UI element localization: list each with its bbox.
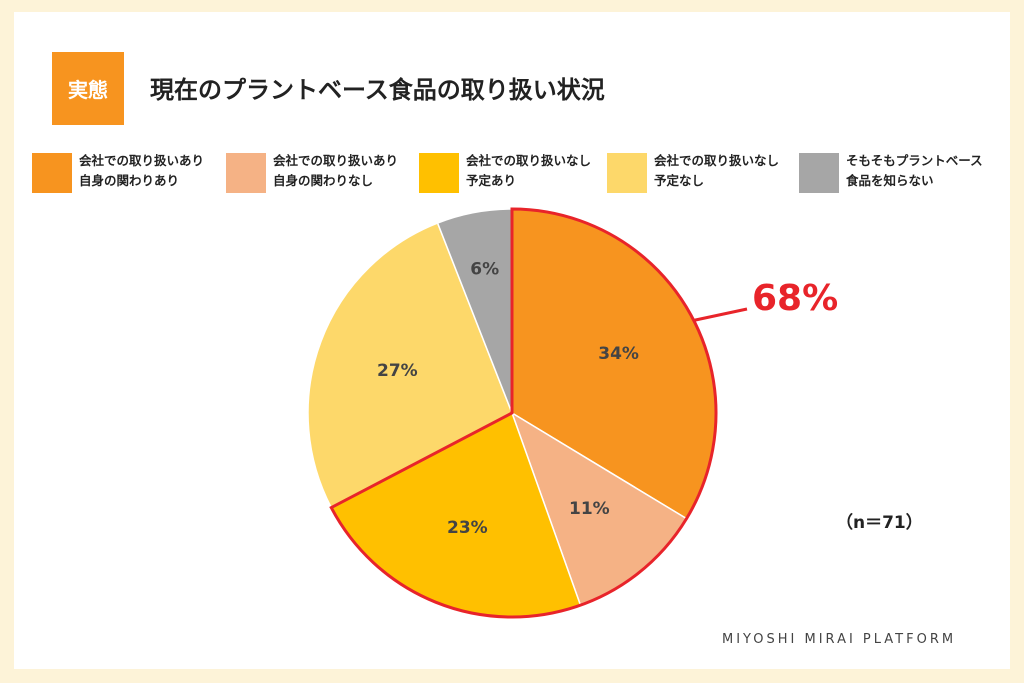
chart-card: 実態 現在のプラントベース食品の取り扱い状況 会社での取り扱いあり 自身の関わり…: [14, 12, 1010, 669]
footer-brand: MIYOSHI MIRAI PLATFORM: [722, 632, 957, 647]
slice-value-label: 11%: [569, 499, 610, 519]
legend-item: 会社での取り扱いなし 予定あり: [419, 151, 591, 195]
legend-swatch: [419, 153, 459, 193]
callout-line: [693, 307, 748, 322]
legend-swatch: [32, 153, 72, 193]
slice-value-label: 34%: [598, 344, 639, 364]
legend-swatch: [226, 153, 266, 193]
legend-label: そもそもプラントベース 食品を知らない: [846, 153, 983, 188]
legend-item: 会社での取り扱いあり 自身の関わりなし: [226, 151, 398, 195]
legend-item: 会社での取り扱いなし 予定なし: [607, 151, 779, 195]
sample-size-label: （n＝71）: [836, 513, 923, 533]
category-badge: 実態: [52, 52, 124, 125]
pie-slice: [307, 222, 513, 509]
chart-title: 現在のプラントベース食品の取り扱い状況: [150, 76, 605, 104]
legend-label: 会社での取り扱いあり 自身の関わりなし: [273, 153, 399, 188]
legend-swatch: [607, 153, 647, 193]
legend-label: 会社での取り扱いあり 自身の関わりあり: [79, 153, 205, 188]
legend-item: 会社での取り扱いあり 自身の関わりあり: [32, 151, 204, 195]
legend-label: 会社での取り扱いなし 予定なし: [654, 153, 780, 188]
highlight-total-label: 68%: [752, 278, 838, 319]
legend-item: そもそもプラントベース 食品を知らない: [799, 151, 983, 195]
pie-chart: 34% 11% 23% 27% 6% 68%: [307, 207, 838, 619]
slice-value-label: 6%: [470, 260, 499, 280]
legend-swatch: [799, 153, 839, 193]
highlight-outline: [329, 207, 718, 619]
slice-value-label: 27%: [377, 361, 418, 381]
legend-label: 会社での取り扱いなし 予定あり: [466, 153, 592, 188]
slice-value-label: 23%: [447, 518, 488, 538]
